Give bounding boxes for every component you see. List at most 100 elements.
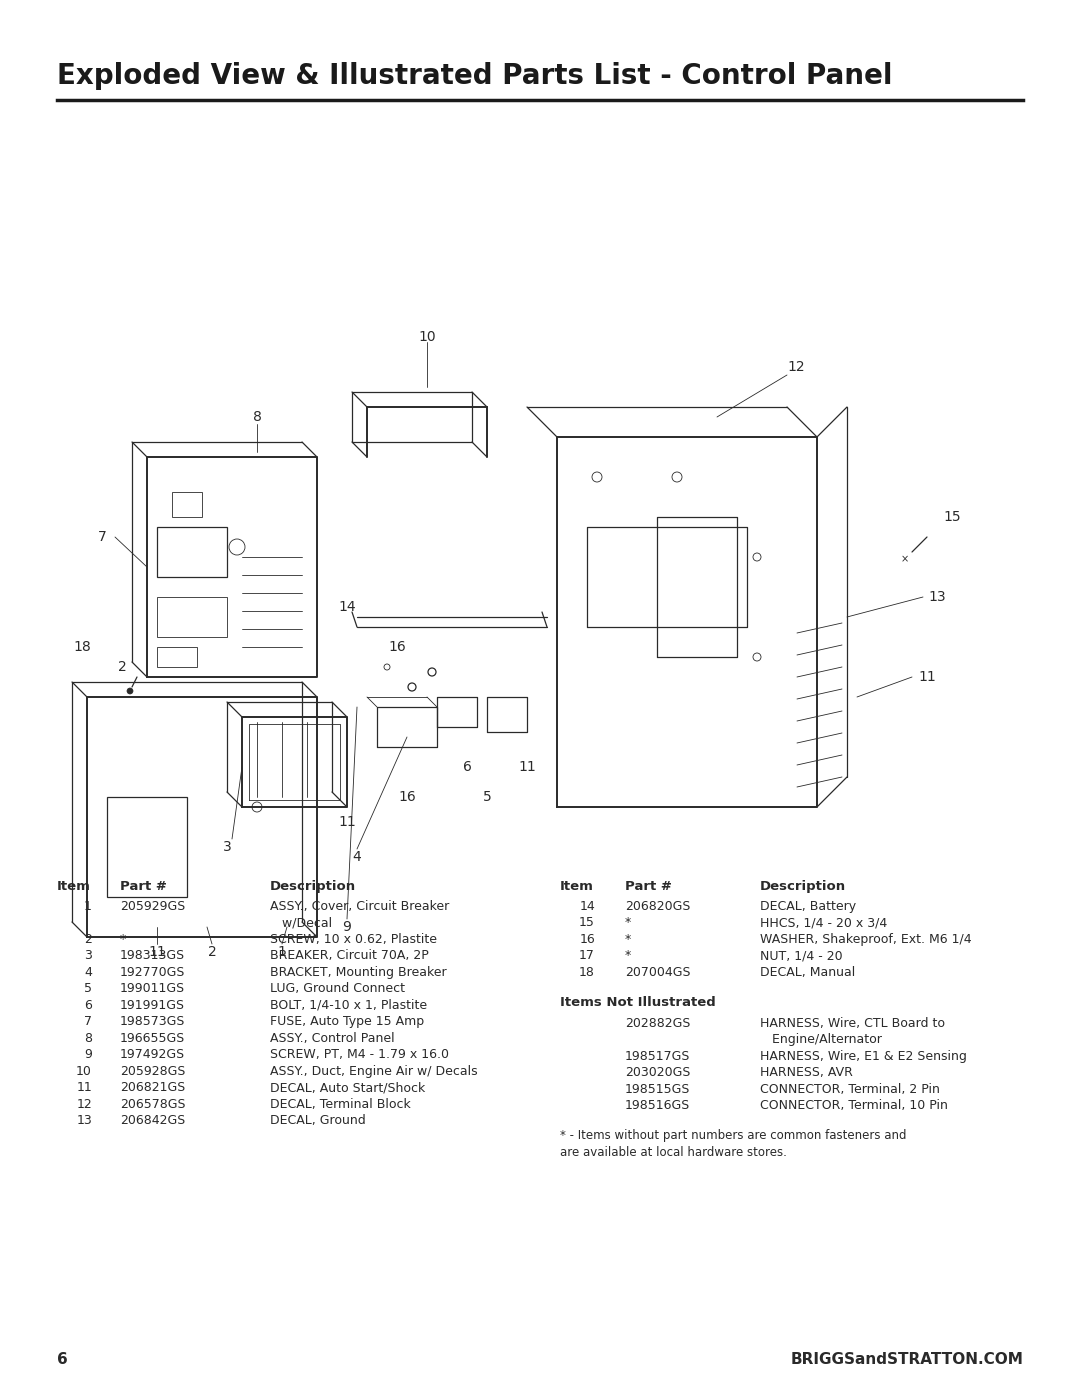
Text: 207004GS: 207004GS <box>625 965 690 979</box>
Text: CONNECTOR, Terminal, 10 Pin: CONNECTOR, Terminal, 10 Pin <box>760 1099 948 1112</box>
Text: * - Items without part numbers are common fasteners and: * - Items without part numbers are commo… <box>561 1129 906 1143</box>
Text: 14: 14 <box>338 599 355 615</box>
Text: 206820GS: 206820GS <box>625 900 690 912</box>
Text: Item: Item <box>57 880 91 893</box>
Text: HHCS, 1/4 - 20 x 3/4: HHCS, 1/4 - 20 x 3/4 <box>760 916 888 929</box>
Text: HARNESS, Wire, E1 & E2 Sensing: HARNESS, Wire, E1 & E2 Sensing <box>760 1051 967 1063</box>
Text: 6: 6 <box>84 999 92 1011</box>
Text: 206578GS: 206578GS <box>120 1098 186 1111</box>
Text: Part #: Part # <box>625 880 672 893</box>
Text: 197492GS: 197492GS <box>120 1048 185 1062</box>
Text: Item: Item <box>561 880 594 893</box>
Text: 8: 8 <box>84 1032 92 1045</box>
Text: 15: 15 <box>579 916 595 929</box>
Text: ASSY., Duct, Engine Air w/ Decals: ASSY., Duct, Engine Air w/ Decals <box>270 1065 477 1078</box>
Text: 10: 10 <box>418 330 436 344</box>
Text: Description: Description <box>760 880 846 893</box>
Text: 12: 12 <box>787 360 805 374</box>
Text: 3: 3 <box>84 950 92 963</box>
Bar <box>157 597 227 637</box>
Text: 6: 6 <box>462 760 472 774</box>
Text: 2: 2 <box>118 659 126 673</box>
Text: *: * <box>625 933 631 946</box>
Text: 16: 16 <box>399 789 416 805</box>
Text: 13: 13 <box>77 1115 92 1127</box>
Text: 202882GS: 202882GS <box>625 1017 690 1030</box>
Text: 4: 4 <box>353 849 362 863</box>
Text: 1: 1 <box>84 900 92 912</box>
Text: 6: 6 <box>57 1352 68 1368</box>
Text: Exploded View & Illustrated Parts List - Control Panel: Exploded View & Illustrated Parts List -… <box>57 61 892 89</box>
Text: FUSE, Auto Type 15 Amp: FUSE, Auto Type 15 Amp <box>270 1016 424 1028</box>
Text: 198573GS: 198573GS <box>120 1016 186 1028</box>
Text: BREAKER, Circuit 70A, 2P: BREAKER, Circuit 70A, 2P <box>270 950 429 963</box>
Text: 203020GS: 203020GS <box>625 1066 690 1080</box>
Text: DECAL, Manual: DECAL, Manual <box>760 965 855 979</box>
Text: 206842GS: 206842GS <box>120 1115 186 1127</box>
Text: 205928GS: 205928GS <box>120 1065 186 1078</box>
Text: DECAL, Ground: DECAL, Ground <box>270 1115 366 1127</box>
Text: BRIGGSandSTRATTON.COM: BRIGGSandSTRATTON.COM <box>791 1352 1023 1368</box>
Text: Description: Description <box>270 880 356 893</box>
Bar <box>157 527 227 577</box>
Text: LUG, Ground Connect: LUG, Ground Connect <box>270 982 405 995</box>
Text: 206821GS: 206821GS <box>120 1081 186 1094</box>
Text: DECAL, Battery: DECAL, Battery <box>760 900 856 912</box>
Text: *: * <box>625 916 631 929</box>
Text: 18: 18 <box>579 965 595 979</box>
Text: DECAL, Auto Start/Shock: DECAL, Auto Start/Shock <box>270 1081 426 1094</box>
Text: ×: × <box>901 555 909 564</box>
Text: CONNECTOR, Terminal, 2 Pin: CONNECTOR, Terminal, 2 Pin <box>760 1083 940 1097</box>
Text: 17: 17 <box>579 950 595 963</box>
Text: 9: 9 <box>342 921 351 935</box>
Bar <box>107 798 187 897</box>
Text: SCREW, 10 x 0.62, Plastite: SCREW, 10 x 0.62, Plastite <box>270 933 437 946</box>
Text: 2: 2 <box>207 944 216 958</box>
Text: NUT, 1/4 - 20: NUT, 1/4 - 20 <box>760 950 842 963</box>
Text: *: * <box>625 950 631 963</box>
Text: DECAL, Terminal Block: DECAL, Terminal Block <box>270 1098 410 1111</box>
Text: 7: 7 <box>97 529 106 543</box>
Text: 11: 11 <box>148 944 166 958</box>
Text: Part #: Part # <box>120 880 167 893</box>
Text: 15: 15 <box>943 510 961 524</box>
Text: 13: 13 <box>928 590 946 604</box>
Text: *: * <box>120 933 126 946</box>
Text: 8: 8 <box>253 409 261 425</box>
Circle shape <box>127 687 133 694</box>
Text: 192770GS: 192770GS <box>120 965 186 979</box>
Text: 198515GS: 198515GS <box>625 1083 690 1097</box>
Text: 11: 11 <box>338 814 356 828</box>
Text: 7: 7 <box>84 1016 92 1028</box>
Text: 198313GS: 198313GS <box>120 950 185 963</box>
Text: w/Decal: w/Decal <box>270 916 333 929</box>
Text: Items Not Illustrated: Items Not Illustrated <box>561 996 716 1009</box>
Text: 9: 9 <box>84 1048 92 1062</box>
Text: 5: 5 <box>84 982 92 995</box>
Text: 12: 12 <box>77 1098 92 1111</box>
Text: 5: 5 <box>483 789 491 805</box>
Text: 196655GS: 196655GS <box>120 1032 186 1045</box>
Text: BOLT, 1/4-10 x 1, Plastite: BOLT, 1/4-10 x 1, Plastite <box>270 999 427 1011</box>
Text: 191991GS: 191991GS <box>120 999 185 1011</box>
Text: 10: 10 <box>76 1065 92 1078</box>
Text: 14: 14 <box>579 900 595 912</box>
Text: 18: 18 <box>73 640 91 654</box>
Text: HARNESS, Wire, CTL Board to: HARNESS, Wire, CTL Board to <box>760 1017 945 1030</box>
Text: 198517GS: 198517GS <box>625 1051 690 1063</box>
Text: 11: 11 <box>77 1081 92 1094</box>
Text: 4: 4 <box>84 965 92 979</box>
Text: BRACKET, Mounting Breaker: BRACKET, Mounting Breaker <box>270 965 447 979</box>
Text: Engine/Alternator: Engine/Alternator <box>760 1034 882 1046</box>
Text: 198516GS: 198516GS <box>625 1099 690 1112</box>
Text: 16: 16 <box>388 640 406 654</box>
Text: SCREW, PT, M4 - 1.79 x 16.0: SCREW, PT, M4 - 1.79 x 16.0 <box>270 1048 449 1062</box>
Text: ASSY., Control Panel: ASSY., Control Panel <box>270 1032 394 1045</box>
Text: 1: 1 <box>278 944 286 958</box>
Text: 3: 3 <box>222 840 231 854</box>
Bar <box>157 647 197 666</box>
Text: 16: 16 <box>579 933 595 946</box>
Text: WASHER, Shakeproof, Ext. M6 1/4: WASHER, Shakeproof, Ext. M6 1/4 <box>760 933 972 946</box>
Text: are available at local hardware stores.: are available at local hardware stores. <box>561 1146 787 1158</box>
Bar <box>172 492 202 517</box>
